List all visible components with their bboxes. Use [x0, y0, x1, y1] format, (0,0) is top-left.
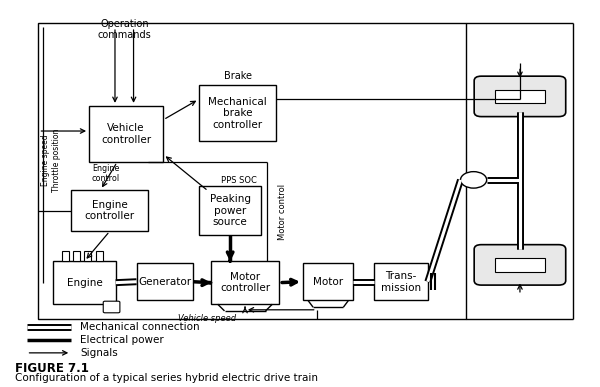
Text: Engine
control: Engine control — [92, 164, 120, 183]
FancyBboxPatch shape — [71, 190, 148, 231]
Text: Vehicle speed: Vehicle speed — [178, 313, 236, 322]
Text: Vehicle
controller: Vehicle controller — [101, 123, 151, 145]
Bar — [73, 251, 80, 261]
FancyBboxPatch shape — [137, 263, 193, 300]
FancyBboxPatch shape — [211, 261, 279, 304]
Bar — [62, 251, 69, 261]
FancyBboxPatch shape — [89, 106, 163, 162]
Text: Brake: Brake — [224, 72, 251, 81]
Bar — [84, 251, 91, 261]
Bar — [495, 258, 545, 272]
Text: Mechanical
brake
controller: Mechanical brake controller — [208, 97, 267, 130]
Circle shape — [461, 172, 487, 188]
Text: Motor control: Motor control — [278, 183, 287, 240]
FancyBboxPatch shape — [199, 85, 276, 141]
FancyBboxPatch shape — [103, 301, 120, 313]
Text: Generator: Generator — [138, 277, 191, 287]
Text: FIGURE 7.1: FIGURE 7.1 — [14, 362, 89, 375]
Text: Operation
commands: Operation commands — [98, 19, 152, 40]
Text: Configuration of a typical series hybrid electric drive train: Configuration of a typical series hybrid… — [14, 373, 317, 384]
Text: PPS SOC: PPS SOC — [221, 176, 257, 185]
FancyBboxPatch shape — [53, 261, 116, 304]
FancyBboxPatch shape — [474, 76, 566, 116]
Text: Engine speed: Engine speed — [41, 134, 50, 186]
Text: Signals: Signals — [80, 348, 118, 358]
FancyBboxPatch shape — [303, 263, 353, 300]
Bar — [95, 251, 103, 261]
Text: Peaking
power
source: Peaking power source — [209, 194, 251, 227]
Text: Trans-
mission: Trans- mission — [381, 271, 421, 293]
Text: Mechanical connection: Mechanical connection — [80, 322, 200, 332]
Text: Motor: Motor — [313, 277, 343, 287]
Text: Throttle position: Throttle position — [52, 128, 61, 192]
FancyBboxPatch shape — [374, 263, 428, 300]
FancyBboxPatch shape — [199, 186, 262, 235]
Text: Engine: Engine — [67, 277, 103, 288]
Bar — [495, 90, 545, 103]
FancyBboxPatch shape — [474, 245, 566, 285]
Text: Electrical power: Electrical power — [80, 335, 164, 345]
Text: Motor
controller: Motor controller — [220, 272, 270, 293]
Text: Engine
controller: Engine controller — [85, 200, 135, 221]
